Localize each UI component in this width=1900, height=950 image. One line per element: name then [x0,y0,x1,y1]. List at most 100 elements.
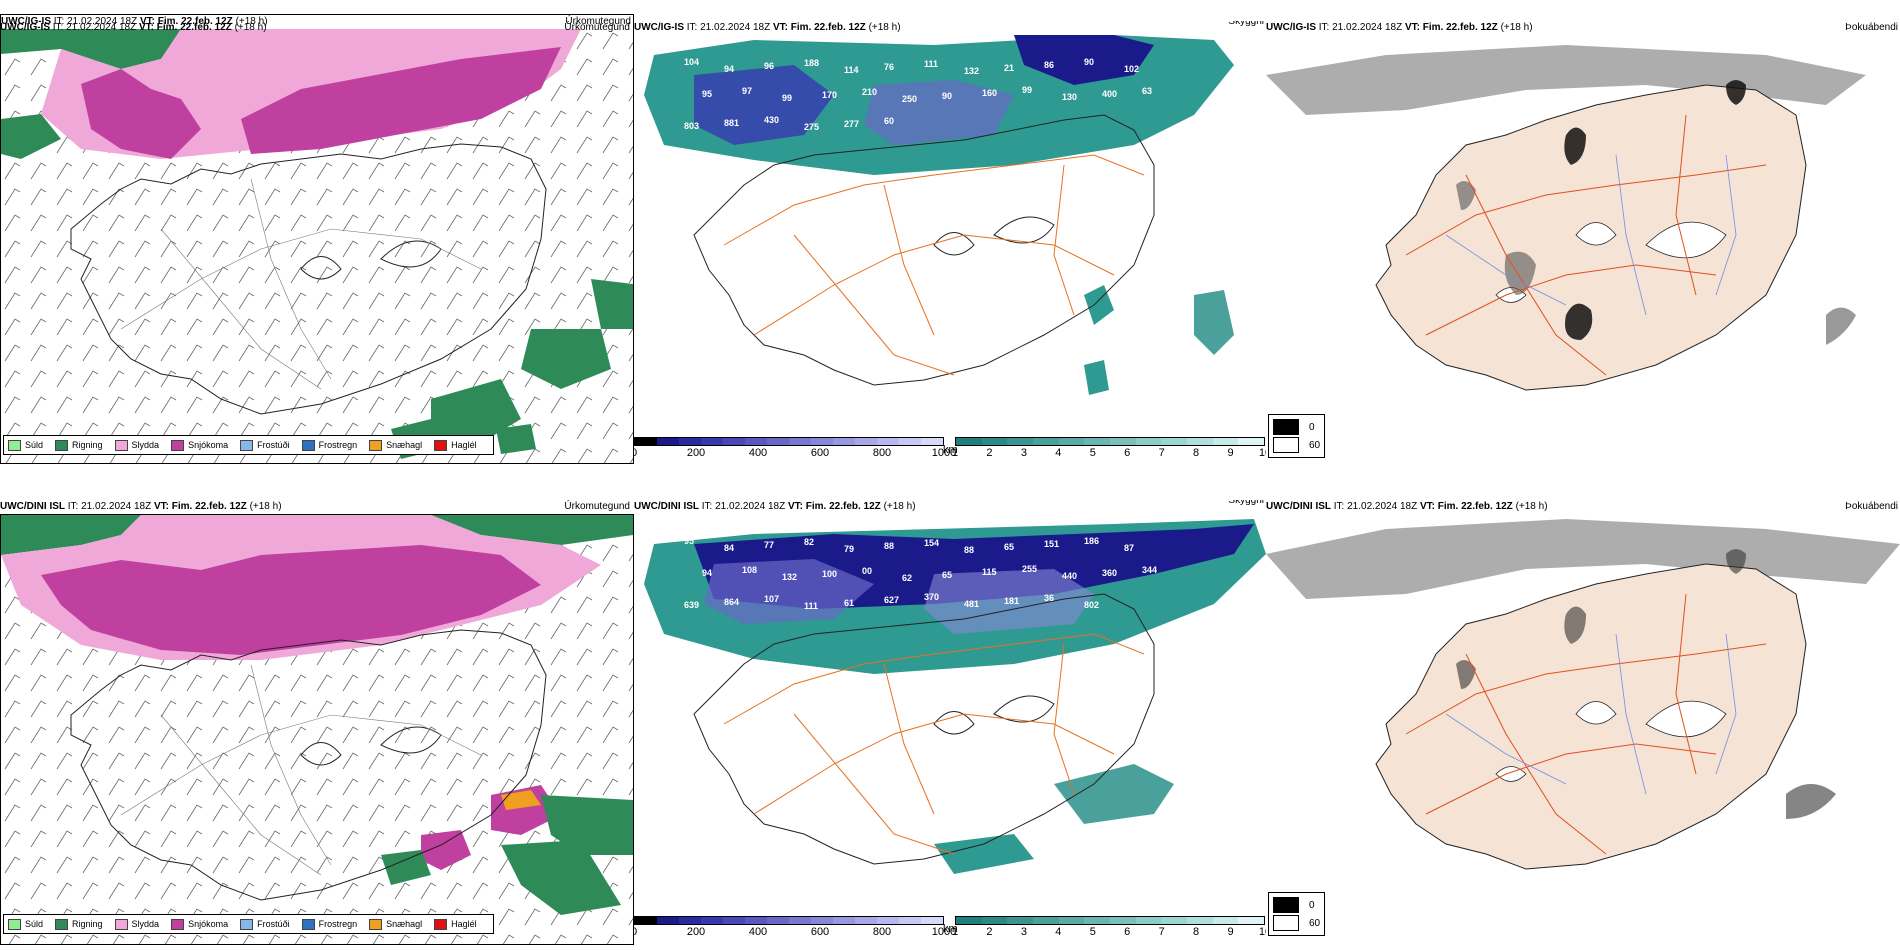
fog-map[interactable] [1266,35,1900,465]
legend-item-snow: Snjókoma [171,439,228,451]
colorbar-swatch [723,438,745,445]
colorbar-swatch [956,438,982,445]
fog-map[interactable] [1266,514,1900,944]
lead-time: (+18 h) [883,501,916,512]
cloud-base-value: 181 [1004,596,1019,606]
init-time: 21.02.2024 18Z [715,501,786,512]
cloud-base-value: 107 [764,594,779,604]
cloud-base-value: 114 [844,65,859,75]
cloud-base-value: 63 [1142,86,1152,96]
colorbar-tick-label: 2 [986,447,993,459]
colorbar-tick-label: 3 [1020,447,1027,459]
colorbar-tick-label: 7 [1158,447,1165,459]
init-time-label: IT: [701,501,713,512]
swatch [301,918,315,930]
colorbar-ticks: 1 2 3 4 5 6 7 8 9 10 [952,925,1266,939]
colorbar-tick-label: 0 [634,447,637,459]
colorbar-swatch [789,917,811,924]
visibility-map[interactable]: 95 84 77 82 79 88 154 88 65 151 186 87 94 108 132 100 00… [634,514,1266,934]
colorbar-tick-label: 200 [686,926,706,938]
legend-item-freezing-rain: Frostregn [301,439,357,451]
colorbar-tick-label: 1 [951,447,959,459]
colorbar-swatch [679,917,701,924]
cloud-base-value: 344 [1142,565,1157,575]
visibility-map[interactable]: 104 94 96 188 114 76 111 132 21 86 90 102 95 97 99 170 2… [634,35,1266,455]
swatch [301,439,315,451]
init-time: 21.02.2024 18Z [1332,22,1403,33]
panel-title: Þokuábendi [1845,22,1898,33]
panel-title: Skyggni [1228,500,1264,506]
legend-item-hail: Haglél [434,918,477,930]
swatch [8,439,21,451]
colorbar-tick-label: 1000 [931,926,957,938]
cloud-base-value: 61 [844,598,854,608]
cloud-base-value: 255 [1022,564,1037,574]
cloud-base-value: 440 [1062,571,1077,581]
colorbar-swatch [789,438,811,445]
colorbar-tick-label: 7 [1158,926,1165,938]
cloud-base-value: 151 [1044,539,1059,549]
valid-time-label: VT: [772,22,788,33]
cloud-base-value: 111 [924,59,938,69]
legend-item-freezing-drizzle: Frostúði [240,918,290,930]
colorbar-swatches [634,916,944,925]
legend-label: Snæhagl [386,440,423,450]
colorbar-tick-label: 400 [748,926,768,938]
precip-type-map[interactable] [1,515,633,944]
colorbar-tick-label: 2 [986,926,993,938]
cloud-base-value: 639 [684,600,699,610]
legend-label: Frostregn [318,919,358,929]
cloud-base-value: 188 [804,58,819,68]
panel-header-row1-precip: UWC/IG-IS IT: 21.02.2024 18Z VT: Fim. 22… [0,21,632,35]
precip-type-map[interactable] [1,29,633,463]
panel-header: UWC/DINI ISL IT: 21.02.2024 18Z VT: Fim.… [634,500,1266,514]
valid-time-label: VT: [139,16,155,27]
colorbar-swatch [877,917,899,924]
colorbar-tick-label: 5 [1089,926,1096,938]
legend-item-sleet: Slydda [114,918,159,930]
colorbar-swatch [1110,917,1136,924]
cloud-base-value: 400 [1102,89,1117,99]
colorbar-swatch [767,917,789,924]
colorbar-swatch [1084,917,1111,924]
model-name: UWC/IG-IS [0,22,50,33]
init-time-label: IT: [1318,22,1330,33]
panel-header: UWC/IG-IS IT: 21.02.2024 18Z VT: Fim. 22… [634,21,1266,35]
cloud-base-value: 277 [844,119,859,129]
fog-legend-row2: 0 60 [1268,892,1326,936]
swatch [1273,915,1299,931]
swatch [171,439,185,451]
valid-time: Fim. 22.feb. 12Z [790,22,866,33]
cloud-base-value: 97 [742,86,752,96]
valid-time: Fim. 22.feb. 12Z [171,501,247,512]
colorbar-swatch [956,917,982,924]
legend-label: Frostúði [257,919,290,929]
colorbar-ticks: 0 200 400 600 800 1000 [634,446,956,460]
colorbar-tick-label: 5 [1089,447,1096,459]
cloud-base-value: 21 [1004,63,1014,73]
lead-time: (+18 h) [1500,22,1533,33]
cloud-base-value: 881 [724,118,739,128]
legend-item-drizzle: Súld [8,918,43,930]
swatch [1273,437,1299,453]
legend-item-rain: Rigning [55,439,103,451]
valid-time-label: VT: [153,501,169,512]
visibility-colorbar: 1 2 3 4 5 6 7 8 9 10 km [943,916,1266,939]
panel-title: Skyggni [1228,21,1264,27]
colorbar-swatch [767,438,789,445]
lead-time: (+18 h) [249,501,282,512]
colorbar-swatch [981,917,1008,924]
swatch [240,439,254,451]
colorbar-swatch [899,438,921,445]
cloud-base-value: 36 [1044,593,1054,603]
colorbar-swatch [981,438,1008,445]
valid-time: Fim. 22.feb. 12Z [157,16,233,27]
cloud-base-labels: 104 94 96 188 114 76 111 132 21 86 90 102 95 97 99 170 2… [684,57,1152,132]
legend-item-freezing-rain: Frostregn [301,918,358,930]
panel-title: Úrkomutegund [564,501,630,512]
cloud-base-value: 115 [982,567,997,577]
cloud-base-value: 111 [804,601,818,611]
cloud-base-value: 102 [1124,64,1139,74]
init-time: 21.02.2024 18Z [67,16,138,27]
colorbar-swatches [955,916,1265,925]
